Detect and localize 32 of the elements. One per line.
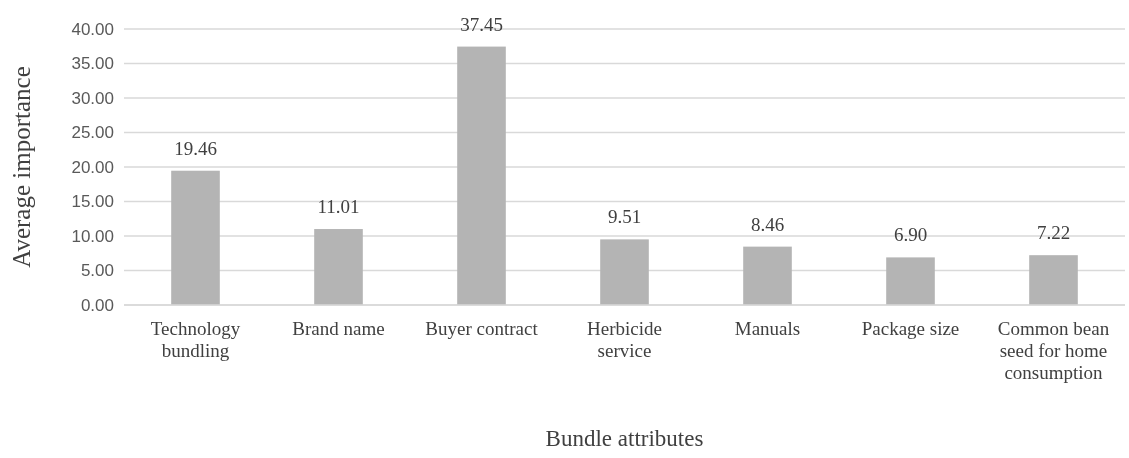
x-tick-label: Technology bundling bbox=[150, 318, 241, 361]
data-label: 9.51 bbox=[607, 206, 642, 228]
x-tick-label: Herbicide service bbox=[587, 318, 662, 361]
y-tick-label: 35.00 bbox=[71, 54, 114, 74]
y-tick-label: 0.00 bbox=[80, 295, 114, 315]
y-tick-label: 20.00 bbox=[71, 157, 114, 177]
data-label: 6.90 bbox=[893, 224, 928, 246]
y-tick-label: 30.00 bbox=[71, 88, 114, 108]
data-label: 19.46 bbox=[174, 137, 217, 159]
y-tick-label: 10.00 bbox=[71, 226, 114, 246]
x-tick-label: Manuals bbox=[734, 318, 801, 339]
y-axis-title: Average importance bbox=[8, 66, 35, 268]
bar bbox=[457, 46, 506, 305]
bar bbox=[1029, 255, 1078, 305]
bar bbox=[600, 239, 649, 305]
bar bbox=[743, 246, 792, 305]
bar bbox=[886, 257, 935, 305]
data-label: 7.22 bbox=[1036, 222, 1071, 244]
data-label: 37.45 bbox=[460, 13, 503, 35]
data-label: 8.46 bbox=[750, 213, 785, 235]
y-tick-label: 40.00 bbox=[71, 19, 114, 39]
y-tick-label: 5.00 bbox=[80, 261, 114, 281]
data-label: 11.01 bbox=[317, 196, 360, 218]
x-tick-label: Brand name bbox=[292, 318, 385, 339]
x-tick-label: Common bean seed for home consumption bbox=[997, 318, 1110, 383]
y-tick-label: 25.00 bbox=[71, 123, 114, 143]
x-tick-label: Package size bbox=[861, 318, 960, 339]
bar bbox=[314, 229, 363, 305]
x-tick-label: Buyer contract bbox=[425, 318, 539, 339]
x-axis-title: Bundle attributes bbox=[545, 426, 704, 451]
bar bbox=[171, 170, 220, 305]
y-tick-label: 15.00 bbox=[71, 192, 114, 212]
